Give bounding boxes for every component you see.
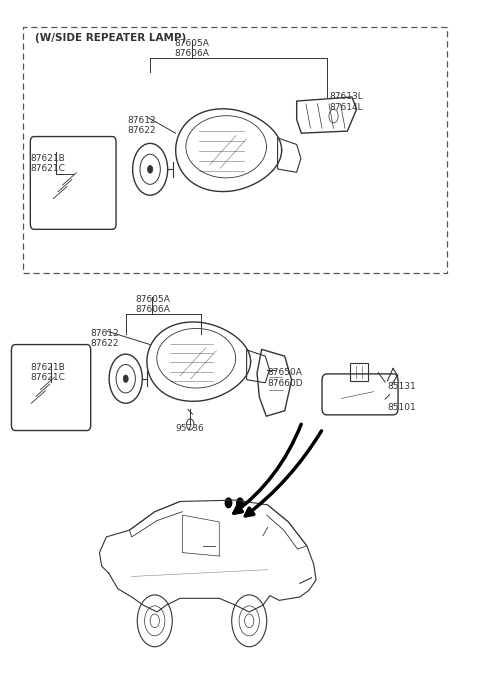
Circle shape	[225, 498, 232, 507]
Circle shape	[123, 375, 128, 382]
Text: 87613L
87614L: 87613L 87614L	[330, 93, 364, 111]
Circle shape	[237, 498, 243, 507]
Text: 85131: 85131	[387, 382, 416, 391]
Text: 85101: 85101	[387, 402, 416, 411]
Text: 87621B
87621C: 87621B 87621C	[30, 154, 65, 173]
Text: 87605A
87606A: 87605A 87606A	[135, 295, 170, 314]
Text: 87621B
87621C: 87621B 87621C	[30, 363, 65, 382]
Text: (W/SIDE REPEATER LAMP): (W/SIDE REPEATER LAMP)	[35, 33, 186, 43]
Text: 87605A
87606A: 87605A 87606A	[174, 39, 209, 58]
Text: 87612
87622: 87612 87622	[90, 329, 119, 348]
Circle shape	[147, 166, 153, 173]
Text: 95736: 95736	[175, 425, 204, 434]
Text: 87650A
87660D: 87650A 87660D	[268, 368, 303, 388]
Text: 87612
87622: 87612 87622	[127, 116, 156, 136]
